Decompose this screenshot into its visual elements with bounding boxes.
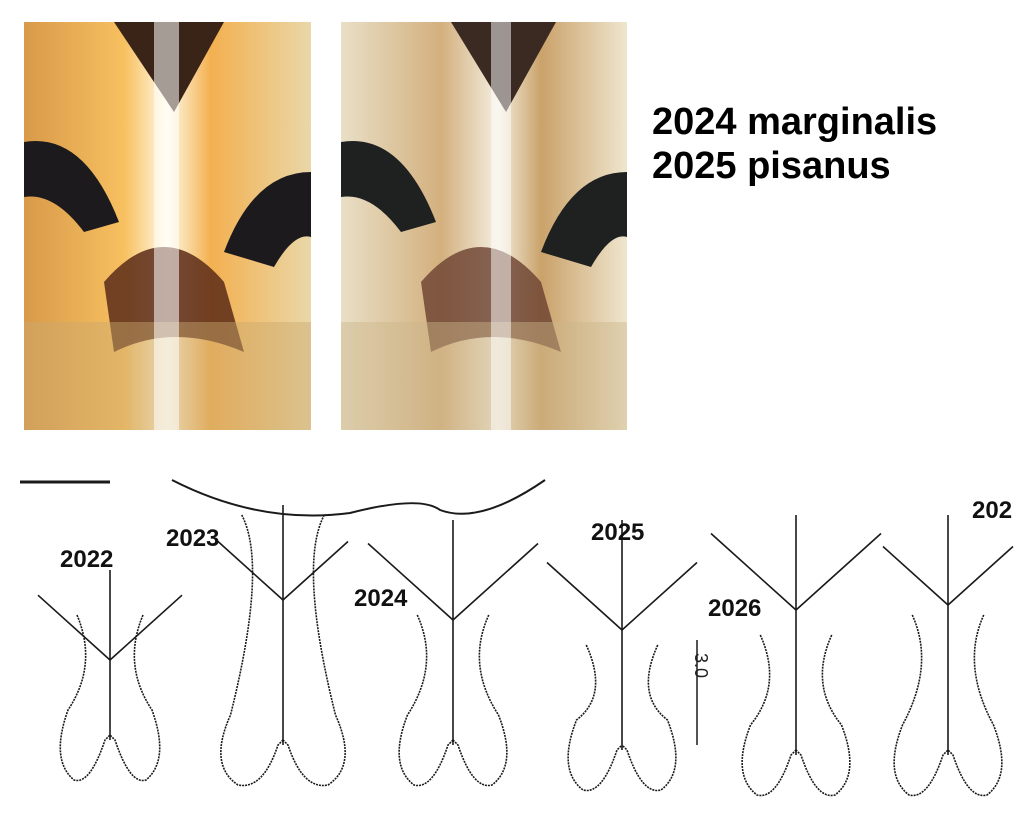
label-2025: 2025 [591,519,645,546]
left-lobe [567,644,623,792]
genitalia-figure [367,520,539,787]
label-2022: 2022 [60,546,114,573]
genitalia-figure [37,570,183,782]
right-lobe [452,614,508,787]
genitalia-figure [710,515,882,797]
label-2026: 2026 [708,595,762,622]
genitalia-figure [217,505,349,787]
legend-pisanus: 2025 pisanus [652,145,891,187]
left-lobe [741,634,797,797]
right-lobe [282,514,346,787]
genitalia-figure [546,520,698,792]
label-2024: 2024 [354,585,408,612]
genitalia-figure [882,515,1014,797]
scale-label: 3.0 [691,652,712,679]
right-lobe [109,614,161,782]
left-lobe [893,614,949,797]
top-curve [171,479,546,517]
specimen-photo-pisanus [341,22,627,430]
label-2027: 202 [972,497,1013,524]
label-2023: 2023 [166,525,220,552]
specimen-photo-marginalis [24,22,311,430]
right-lobe [621,644,677,792]
right-lobe [795,634,851,797]
legend-marginalis: 2024 marginalis [652,101,938,143]
left-lobe [220,514,284,787]
left-lobe [59,614,111,782]
genitalia-drawings [20,479,1014,797]
left-lobe [398,614,454,787]
right-lobe [947,614,1003,797]
